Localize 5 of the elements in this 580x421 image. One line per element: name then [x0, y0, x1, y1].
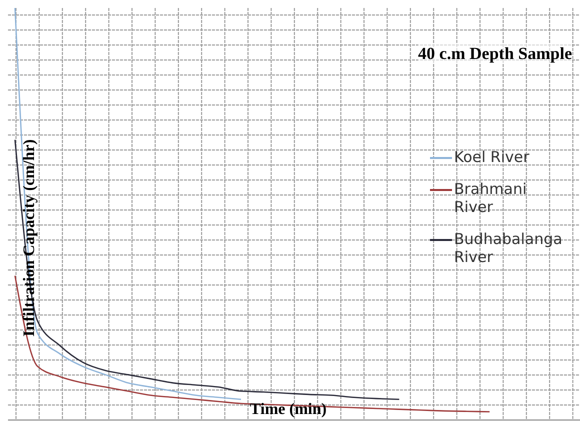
text: 40 c.m Depth Sample [418, 44, 572, 64]
y-axis-title: Infiltration Capacity (cm/hr) [21, 139, 39, 337]
legend-label: Koel River [454, 148, 530, 166]
legend-label: Brahmani River [454, 180, 528, 216]
legend-label: Budhabalanga River [454, 230, 564, 266]
